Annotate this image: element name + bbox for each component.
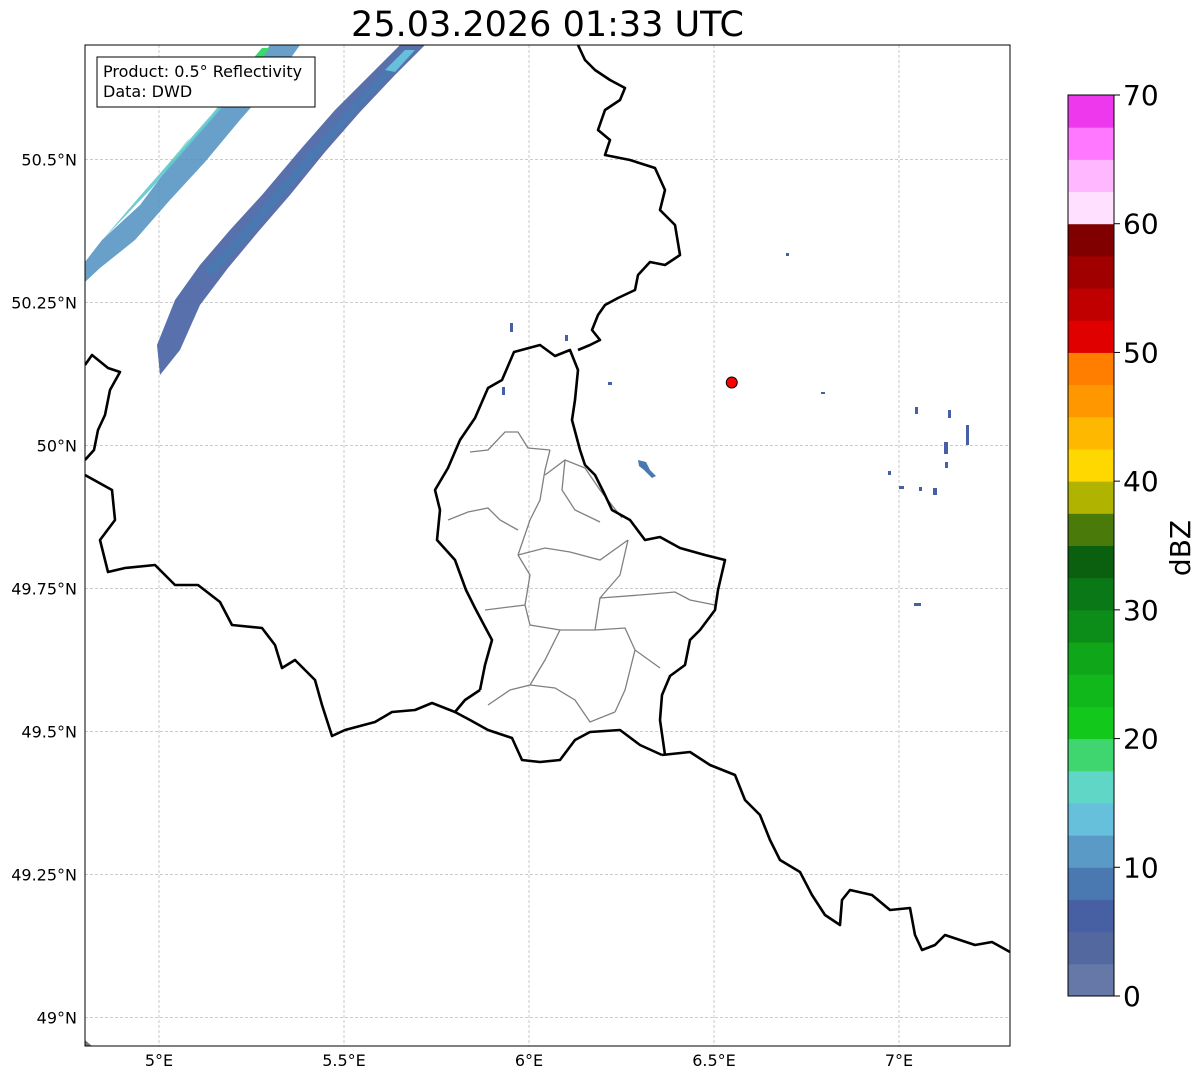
- echo-speck: [933, 488, 937, 495]
- echo-band-outer-core: [104, 48, 268, 238]
- echo-speck: [914, 603, 921, 606]
- echo-speck: [888, 471, 891, 475]
- lat-tick-label: 49.25°N: [11, 865, 77, 884]
- lat-tick-label: 49.5°N: [21, 722, 77, 741]
- echo-speck: [945, 462, 948, 468]
- lat-tick-label: 49°N: [37, 1008, 77, 1027]
- echo-band-inner-core: [205, 52, 410, 276]
- info-box: Product: 0.5° Reflectivity Data: DWD: [96, 56, 316, 108]
- radar-site-marker[interactable]: [725, 376, 738, 389]
- echo-speck: [944, 442, 948, 454]
- echo-speck: [502, 387, 505, 395]
- lat-tick-label: 50°N: [37, 436, 77, 455]
- echo-speck: [915, 407, 918, 414]
- echo-speck: [565, 335, 568, 341]
- echo-speck: [786, 253, 789, 256]
- borders: [85, 45, 1010, 954]
- echo-speck: [899, 486, 904, 489]
- echo-speck: [948, 410, 951, 418]
- lon-tick-label: 7°E: [885, 1051, 913, 1070]
- lon-tick-label: 5.5°E: [322, 1051, 366, 1070]
- lat-tick-label: 50.25°N: [11, 293, 77, 312]
- info-product: Product: 0.5° Reflectivity: [103, 62, 302, 81]
- echo-band-inner-tip: [385, 50, 415, 72]
- longitude-labels: 5°E 5.5°E 6°E 6.5°E 7°E: [145, 1051, 913, 1070]
- lon-tick-label: 6°E: [515, 1051, 543, 1070]
- info-source: Data: DWD: [103, 82, 192, 101]
- map-background: [85, 45, 1010, 1046]
- lon-tick-label: 5°E: [145, 1051, 173, 1070]
- echo-speck: [821, 392, 825, 394]
- graticule: [85, 45, 1010, 1046]
- national-borders: [85, 45, 1010, 954]
- lat-tick-label: 49.75°N: [11, 579, 77, 598]
- latitude-labels: 50.5°N 50.25°N 50°N 49.75°N 49.5°N 49.25°N 49°…: [11, 150, 77, 1027]
- lon-tick-label: 6.5°E: [692, 1051, 736, 1070]
- echo-speck: [966, 425, 969, 445]
- echo-speck: [510, 323, 513, 332]
- lat-tick-label: 50.5°N: [21, 150, 77, 169]
- echo-speck: [638, 460, 656, 478]
- echo-speck: [608, 382, 612, 385]
- echo-speck: [919, 487, 922, 491]
- map-frame: [84, 44, 1011, 1047]
- map-title: 25.03.2026 01:33 UTC: [351, 5, 744, 45]
- echo-speck: [85, 1040, 92, 1046]
